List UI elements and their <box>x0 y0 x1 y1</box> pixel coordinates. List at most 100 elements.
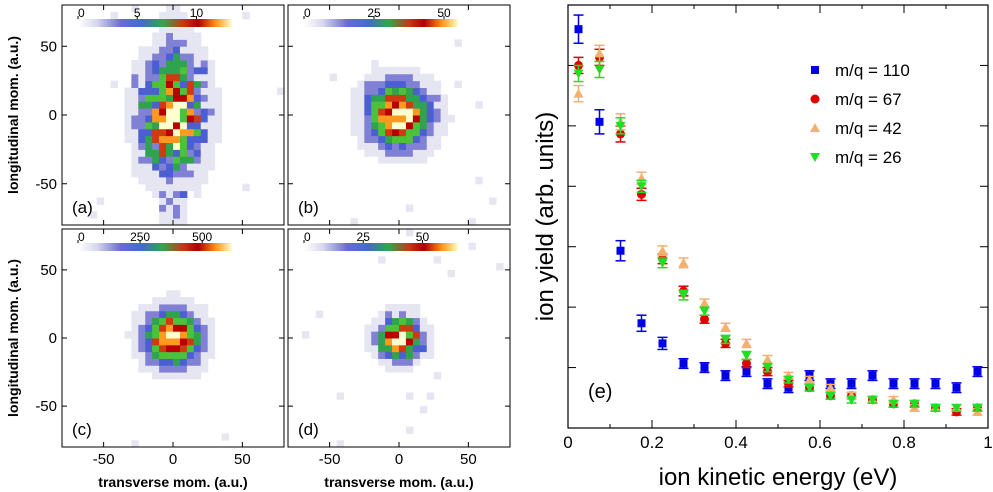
heatmap-cell <box>179 170 188 178</box>
heatmap-cell <box>200 317 209 325</box>
heatmap-cell <box>166 121 174 130</box>
heatmap-cell <box>315 310 324 319</box>
colorbar <box>78 243 232 251</box>
heatmap-cell <box>166 73 174 82</box>
heatmap-cell <box>179 358 188 366</box>
heatmap-cell <box>173 290 181 298</box>
heatmap-cell <box>131 440 139 448</box>
heatmap-cell <box>152 338 160 346</box>
heatmap-cell <box>173 218 181 226</box>
heatmap-cell <box>440 101 449 109</box>
heatmap-cell <box>200 338 209 346</box>
heatmap-cell <box>173 297 181 305</box>
heatmap-cell <box>166 317 174 325</box>
heatmap-cell <box>200 351 209 359</box>
heatmap-cell <box>399 324 407 332</box>
heatmap-cell <box>186 372 195 380</box>
heatmap-cell <box>412 310 421 319</box>
heatmap-cell <box>186 115 195 123</box>
heatmap-cell <box>214 108 223 116</box>
heatmap-cell <box>166 156 174 164</box>
heatmap-cell <box>399 80 407 88</box>
heatmap-cell <box>193 156 202 164</box>
heatmap-cell <box>214 94 223 102</box>
heatmap-cell <box>207 324 216 332</box>
heatmap-cell <box>166 46 174 54</box>
heatmap-cell <box>399 115 407 123</box>
heatmap-cell <box>207 135 216 143</box>
y-tick-label: 50 <box>40 262 57 279</box>
heatmap-cell <box>378 317 386 325</box>
heatmap-cell <box>173 39 181 47</box>
heatmap-cell <box>193 324 202 332</box>
heatmap-cell <box>378 358 386 366</box>
heatmap-cell <box>138 331 146 339</box>
heatmap-cell <box>405 108 414 116</box>
heatmap-cell <box>159 317 167 325</box>
heatmap-cell <box>152 156 160 164</box>
heatmap-cell <box>405 426 414 434</box>
heatmap-cell <box>405 324 414 332</box>
heatmap-cell <box>166 5 174 13</box>
heatmap-cell <box>392 344 400 353</box>
heatmap-cell <box>392 310 400 319</box>
heatmap-cell <box>193 128 202 137</box>
heatmap-cell <box>152 32 160 40</box>
heatmap-cell <box>145 108 153 116</box>
heatmap-cell <box>186 324 195 332</box>
heatmap-cell <box>96 197 105 205</box>
heatmap-cell <box>426 80 435 88</box>
heatmap-cell <box>412 344 421 353</box>
heatmap-cell <box>364 344 372 353</box>
heatmap-cell <box>152 94 160 102</box>
heatmap-cell <box>378 142 386 150</box>
heatmap-cell <box>145 324 153 332</box>
heatmap-cell <box>378 149 386 157</box>
heatmap-cell <box>159 46 167 54</box>
heatmap-cell <box>207 108 216 116</box>
heatmap-cell <box>166 218 174 226</box>
heatmap-cell <box>426 115 435 123</box>
heatmap-cell <box>152 46 160 54</box>
heatmap-cell <box>186 39 195 47</box>
heatmap-cell <box>447 115 455 123</box>
heatmap-cell <box>385 344 393 353</box>
heatmap-cell <box>145 365 153 373</box>
x-tick-label: 0.6 <box>808 433 832 452</box>
heatmap-cell <box>207 80 216 88</box>
heatmap-cell <box>124 135 132 143</box>
heatmap-cell <box>159 344 167 353</box>
heatmap-cell <box>186 183 195 192</box>
heatmap-cell <box>207 163 216 171</box>
heatmap-cell <box>179 211 188 219</box>
y-axis-title: longitudinal mom. (a.u.) <box>5 36 21 194</box>
heatmap-cell <box>186 66 195 75</box>
data-point <box>742 359 751 369</box>
heatmap-cell <box>357 80 365 88</box>
x-tick-label: 0 <box>169 451 177 468</box>
heatmap-cell <box>405 344 414 353</box>
heatmap-cell <box>173 32 181 40</box>
heatmap-cell <box>179 218 188 226</box>
heatmap-cell <box>138 73 146 82</box>
heatmap-cell <box>440 108 449 116</box>
heatmap-cell <box>357 94 365 102</box>
heatmap-cell <box>385 351 393 359</box>
heatmap-cell <box>145 344 153 353</box>
heatmap-cell <box>145 310 153 319</box>
heatmap-cell <box>378 344 386 353</box>
heatmap-cell <box>159 142 167 150</box>
heatmap-cell <box>378 66 386 75</box>
colorbar-tick-label: 50 <box>416 230 430 244</box>
heatmap-cell <box>173 190 181 198</box>
heatmap-cell <box>166 297 174 305</box>
heatmap-cell <box>166 128 174 137</box>
heatmap-cell <box>159 53 167 61</box>
heatmap-cell <box>419 101 428 109</box>
heatmap-cell <box>124 128 132 137</box>
heatmap-cell <box>193 115 202 123</box>
heatmap-cell <box>200 108 209 116</box>
heatmap-cell <box>173 60 181 68</box>
heatmap-cell <box>193 53 202 61</box>
heatmap-cell <box>166 11 174 20</box>
